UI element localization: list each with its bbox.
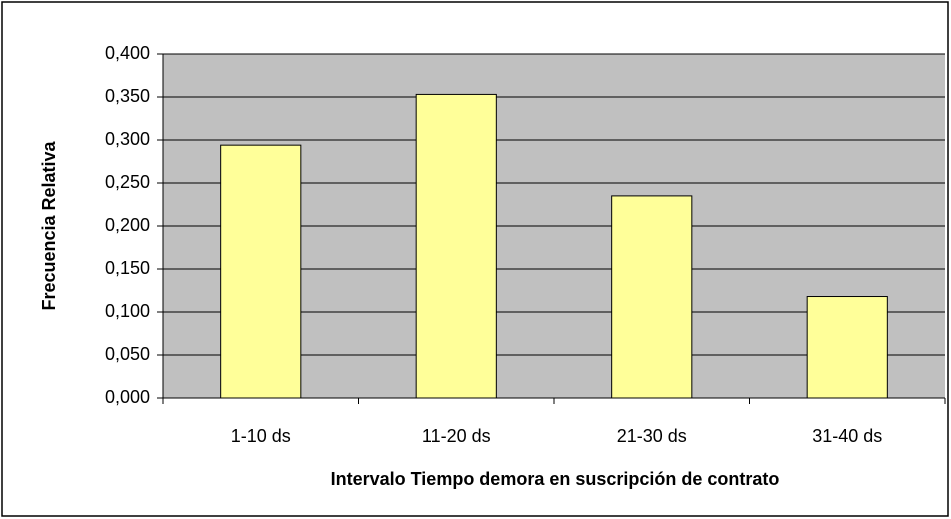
y-tick-label: 0,000 xyxy=(105,387,150,407)
x-tick-label: 31-40 ds xyxy=(812,426,882,446)
bar xyxy=(415,93,497,399)
x-tick-label: 1-10 ds xyxy=(231,426,291,446)
y-tick-label: 0,250 xyxy=(105,172,150,192)
y-tick-label: 0,300 xyxy=(105,129,150,149)
y-tick-label: 0,100 xyxy=(105,301,150,321)
x-tick-label: 21-30 ds xyxy=(617,426,687,446)
x-tick-label: 11-20 ds xyxy=(422,426,491,446)
bar xyxy=(611,195,693,399)
y-tick-label: 0,400 xyxy=(105,43,150,63)
y-tick-label: 0,200 xyxy=(105,215,150,235)
bar xyxy=(220,144,302,399)
y-tick-label: 0,050 xyxy=(105,344,150,364)
y-tick-label: 0,350 xyxy=(105,86,150,106)
bar xyxy=(806,296,888,399)
x-axis-title: Intervalo Tiempo demora en suscripción d… xyxy=(331,469,780,489)
y-axis-title: Frecuencia Relativa xyxy=(39,140,59,310)
y-tick-label: 0,150 xyxy=(105,258,150,278)
